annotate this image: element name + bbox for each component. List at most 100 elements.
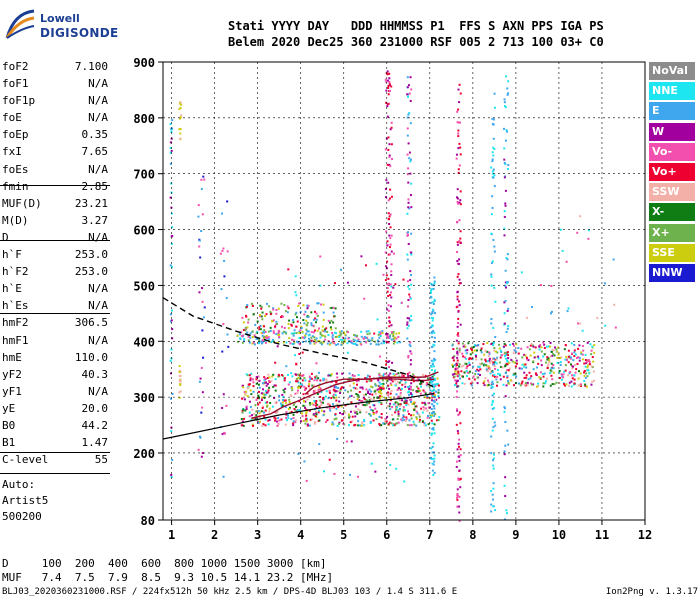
- echo-point: [384, 397, 387, 400]
- echo-point: [317, 409, 320, 412]
- echo-point: [389, 305, 392, 308]
- echo-point: [319, 336, 322, 339]
- echo-point: [318, 386, 321, 389]
- echo-point: [504, 372, 507, 375]
- echo-point: [319, 399, 322, 402]
- echo-point: [457, 135, 460, 138]
- echo-point: [458, 438, 461, 441]
- echo-point: [456, 448, 459, 451]
- echo-point: [491, 195, 494, 198]
- echo-point: [491, 400, 494, 403]
- echo-point: [264, 341, 267, 344]
- echo-point: [355, 380, 358, 383]
- echo-point: [431, 345, 434, 348]
- echo-point: [586, 375, 589, 378]
- echo-point: [241, 341, 244, 344]
- echo-point: [506, 376, 509, 379]
- echo-point: [291, 386, 294, 389]
- echo-point: [490, 275, 493, 278]
- echo-point: [543, 372, 546, 375]
- echo-point: [405, 417, 408, 420]
- echo-point: [337, 390, 340, 393]
- echo-point: [526, 381, 529, 384]
- echo-point: [563, 370, 566, 373]
- echo-point: [388, 89, 391, 92]
- echo-point: [333, 386, 336, 389]
- echo-point: [347, 397, 350, 400]
- echo-point: [365, 336, 368, 339]
- echo-point: [332, 403, 335, 406]
- echo-point: [347, 331, 350, 334]
- echo-point: [318, 339, 321, 342]
- echo-point: [324, 335, 327, 338]
- echo-point: [493, 365, 496, 368]
- echo-point: [266, 391, 269, 394]
- echo-point: [524, 354, 527, 357]
- echo-point: [431, 336, 434, 339]
- echo-point: [409, 172, 412, 175]
- echo-point: [472, 345, 475, 348]
- echo-point: [374, 340, 377, 343]
- echo-point: [406, 86, 409, 89]
- echo-point: [380, 416, 383, 419]
- echo-point: [550, 350, 553, 353]
- echo-point: [465, 357, 468, 360]
- echo-point: [375, 411, 378, 414]
- echo-point: [511, 360, 514, 363]
- echo-point: [352, 342, 355, 345]
- echo-point: [322, 341, 325, 344]
- echo-point: [298, 302, 301, 305]
- echo-point: [388, 336, 391, 339]
- echo-point: [486, 360, 489, 363]
- echo-point: [586, 366, 589, 369]
- echo-point: [614, 326, 617, 329]
- param-separator: [0, 452, 110, 453]
- footer-version: Ion2Png v. 1.3.17: [605, 587, 698, 597]
- echo-point: [385, 360, 388, 363]
- echo-point: [244, 392, 247, 395]
- echo-point: [360, 335, 363, 338]
- echo-point: [285, 341, 288, 344]
- echo-point: [312, 324, 315, 327]
- echo-point: [258, 420, 261, 423]
- echo-point: [331, 340, 334, 343]
- echo-point: [245, 326, 248, 329]
- echo-point: [435, 398, 438, 401]
- echo-point: [529, 377, 532, 380]
- echo-point: [391, 332, 394, 335]
- echo-point: [468, 361, 471, 364]
- echo-point: [431, 312, 434, 315]
- echo-point: [384, 372, 387, 375]
- echo-point: [259, 315, 262, 318]
- echo-point: [348, 416, 351, 419]
- echo-point: [410, 206, 413, 209]
- echo-point: [503, 158, 506, 161]
- echo-point: [180, 103, 183, 106]
- echo-point: [386, 70, 389, 73]
- echo-point: [591, 366, 594, 369]
- echo-point: [482, 382, 485, 385]
- echo-point: [491, 158, 494, 161]
- echo-point: [458, 445, 461, 448]
- echo-point: [503, 98, 506, 101]
- echo-point: [457, 168, 460, 171]
- echo-point: [363, 297, 366, 300]
- echo-point: [389, 402, 392, 405]
- echo-point: [407, 403, 410, 406]
- echo-point: [492, 383, 495, 386]
- echo-point: [285, 416, 288, 419]
- echo-point: [285, 332, 288, 335]
- echo-point: [503, 450, 506, 453]
- echo-point: [333, 342, 336, 345]
- echo-point: [419, 382, 422, 385]
- echo-point: [424, 392, 427, 395]
- echo-point: [571, 367, 574, 370]
- param-value: 253.0: [74, 265, 108, 279]
- echo-point: [525, 376, 528, 379]
- echo-point: [542, 355, 545, 358]
- echo-point: [457, 413, 460, 416]
- echo-point: [472, 375, 475, 378]
- echo-point: [369, 420, 372, 423]
- echo-point: [388, 102, 391, 105]
- echo-point: [263, 377, 266, 380]
